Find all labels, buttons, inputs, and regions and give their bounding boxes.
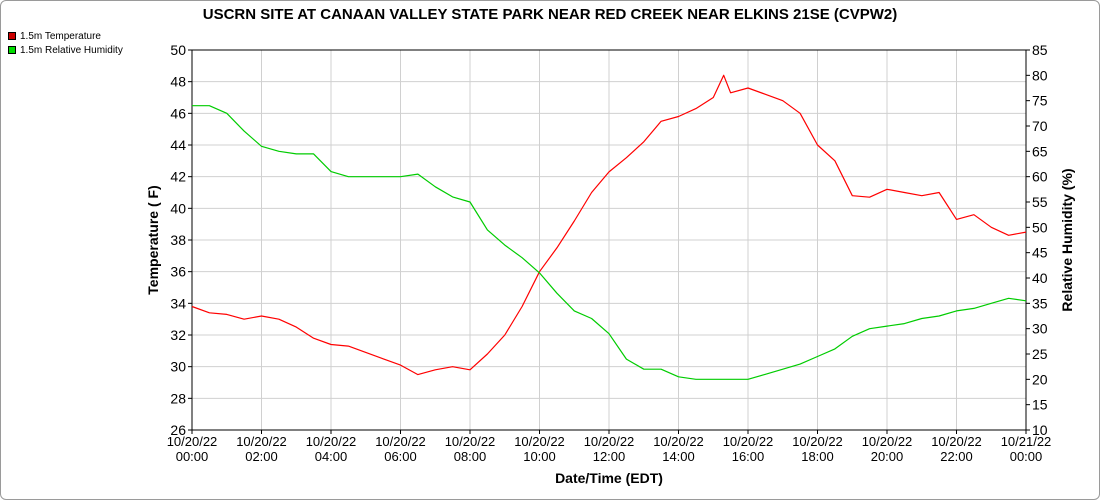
x-tick-date: 10/20/22: [723, 434, 774, 449]
x-tick-time: 00:00: [176, 449, 209, 464]
y-tick-label-right: 20: [1032, 371, 1048, 387]
y-tick-label-right: 65: [1032, 143, 1048, 159]
y-tick-label-left: 46: [170, 105, 186, 121]
y-axis-left-label: Temperature ( F): [145, 185, 161, 294]
x-tick-date: 10/20/22: [306, 434, 357, 449]
x-tick-time: 00:00: [1010, 449, 1043, 464]
y-tick-label-right: 15: [1032, 397, 1048, 413]
y-tick-label-right: 45: [1032, 245, 1048, 261]
y-tick-label-right: 35: [1032, 295, 1048, 311]
x-tick-time: 06:00: [384, 449, 417, 464]
x-tick-date: 10/20/22: [653, 434, 704, 449]
temperature-swatch: [8, 32, 16, 40]
y-tick-label-right: 70: [1032, 118, 1048, 134]
y-tick-label-right: 25: [1032, 346, 1048, 362]
y-tick-label-right: 60: [1032, 169, 1048, 185]
y-tick-label-right: 40: [1032, 270, 1048, 286]
legend-item-temperature[interactable]: 1.5m Temperature: [8, 29, 123, 43]
x-tick-date: 10/20/22: [514, 434, 565, 449]
y-tick-label-right: 80: [1032, 67, 1048, 83]
y-tick-label-left: 48: [170, 74, 186, 90]
x-tick-date: 10/20/22: [792, 434, 843, 449]
y-tick-label-right: 50: [1032, 219, 1048, 235]
x-tick-time: 04:00: [315, 449, 348, 464]
x-tick-date: 10/20/22: [236, 434, 287, 449]
humidity-line: [192, 105, 1027, 380]
legend-label-humidity: 1.5m Relative Humidity: [20, 44, 123, 56]
y-tick-label-left: 36: [170, 264, 186, 280]
series: [191, 74, 1027, 380]
x-tick-date: 10/20/22: [445, 434, 496, 449]
y-tick-label-right: 30: [1032, 321, 1048, 337]
y-tick-label-left: 26: [170, 422, 186, 438]
x-tick-time: 16:00: [732, 449, 765, 464]
grid: [191, 49, 1027, 431]
y-tick-label-left: 38: [170, 232, 186, 248]
y-tick-label-left: 34: [170, 295, 186, 311]
y-tick-label-left: 30: [170, 359, 186, 375]
x-axis-label: Date/Time (EDT): [555, 470, 663, 486]
y-tick-label-right: 75: [1032, 93, 1048, 109]
legend: 1.5m Temperature 1.5m Relative Humidity: [8, 29, 123, 57]
legend-label-temperature: 1.5m Temperature: [20, 30, 101, 42]
y-tick-label-right: 55: [1032, 194, 1048, 210]
x-tick-time: 02:00: [245, 449, 278, 464]
x-tick-time: 08:00: [454, 449, 487, 464]
x-tick-time: 12:00: [593, 449, 626, 464]
chart-title: USCRN SITE AT CANAAN VALLEY STATE PARK N…: [203, 6, 898, 23]
humidity-swatch: [8, 46, 16, 54]
x-tick-date: 10/20/22: [167, 434, 218, 449]
x-tick-time: 18:00: [801, 449, 834, 464]
x-tick-date: 10/20/22: [375, 434, 426, 449]
y-tick-label-right: 85: [1032, 42, 1048, 58]
x-tick-time: 22:00: [940, 449, 973, 464]
x-tick-date: 10/20/22: [862, 434, 913, 449]
x-tick-time: 20:00: [871, 449, 904, 464]
y-tick-label-left: 28: [170, 390, 186, 406]
x-axis: 10/20/2200:0010/20/2202:0010/20/2204:001…: [167, 430, 1052, 464]
x-tick-date: 10/20/22: [584, 434, 635, 449]
legend-item-humidity[interactable]: 1.5m Relative Humidity: [8, 43, 123, 57]
x-tick-date: 10/20/22: [931, 434, 982, 449]
left-axis: 26 28 30 32 34 36 38 40 42 44 46 48 50: [170, 42, 192, 438]
temperature-line: [191, 74, 1027, 376]
x-tick-date: 10/21/22: [1001, 434, 1052, 449]
y-tick-label-right: 10: [1032, 422, 1048, 438]
x-tick-time: 14:00: [662, 449, 695, 464]
y-tick-label-left: 32: [170, 327, 186, 343]
y-tick-label-left: 42: [170, 169, 186, 185]
x-tick-time: 10:00: [523, 449, 556, 464]
y-tick-label-left: 44: [170, 137, 186, 153]
y-axis-right-label: Relative Humidity (%): [1059, 168, 1075, 311]
right-axis: 10 15 20 25 30 35 40 45 50 55 60 65 70 75 80 85: [1026, 42, 1048, 438]
y-tick-label-left: 50: [170, 42, 186, 58]
y-tick-label-left: 40: [170, 200, 186, 216]
